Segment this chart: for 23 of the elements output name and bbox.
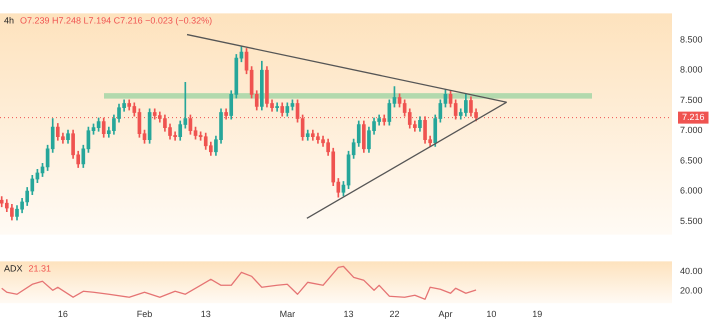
x-tick-label: 13 bbox=[344, 309, 354, 320]
x-tick-label: 22 bbox=[389, 309, 400, 320]
y-tick-label: 6.500 bbox=[680, 155, 703, 166]
y-tick-label: 7.000 bbox=[680, 125, 703, 136]
y-tick-label: 7.500 bbox=[680, 94, 703, 105]
ref-line-label: 7.216 bbox=[682, 112, 705, 122]
x-tick-label: Feb bbox=[136, 309, 152, 320]
y-tick-label: 40.00 bbox=[680, 266, 703, 276]
y-tick-label: 8.000 bbox=[680, 64, 703, 75]
y-tick-label: 20.00 bbox=[680, 286, 703, 296]
annotation: O7.239 H7.248 L7.194 C7.216 −0.023 (−0.32%) bbox=[20, 15, 212, 26]
y-tick-label: 8.500 bbox=[680, 34, 703, 44]
x-tick-label: 19 bbox=[532, 309, 542, 320]
x-tick-label: 16 bbox=[58, 309, 68, 320]
x-tick-label: 13 bbox=[200, 309, 211, 320]
x-tick-label: Apr bbox=[438, 309, 452, 320]
x-tick-label: 10 bbox=[486, 309, 496, 320]
y-axis-title: ADX bbox=[4, 263, 23, 274]
chart-title: 4h bbox=[4, 15, 14, 26]
x-tick-label: Mar bbox=[280, 309, 296, 320]
y-tick-label: 6.000 bbox=[680, 186, 703, 196]
annotation: 21.31 bbox=[28, 263, 52, 274]
y-tick-label: 5.500 bbox=[680, 216, 703, 226]
